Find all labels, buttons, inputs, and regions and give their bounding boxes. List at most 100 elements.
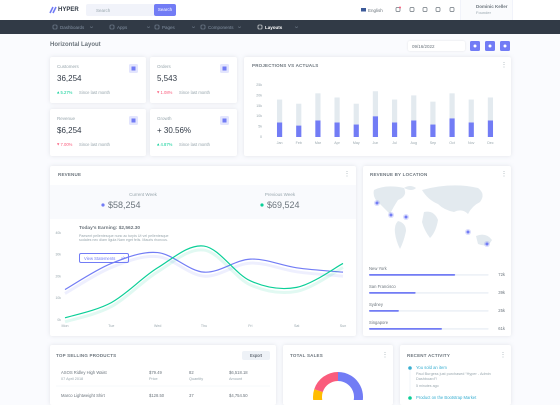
search-box <box>86 4 176 16</box>
progress-track <box>369 310 489 312</box>
bar <box>449 118 455 137</box>
bar <box>334 122 340 137</box>
bar <box>430 124 436 137</box>
product-name: Marco Lightweight Shirt <box>61 393 105 398</box>
y-tick-label: 15k <box>256 104 262 108</box>
stat-value: + 30.56% <box>157 126 192 135</box>
map-land <box>422 185 483 214</box>
activity-card <box>400 345 511 405</box>
stat-label: Customers <box>57 64 79 69</box>
x-tick-label: Nov <box>468 141 475 145</box>
stat-note: Since last month <box>179 142 210 147</box>
timeline-dot <box>408 366 412 370</box>
brand: HYPER <box>58 7 79 13</box>
earning: Today's Earning: $2,562.30 <box>79 226 141 231</box>
location-value: 39k <box>498 290 505 295</box>
nav-item[interactable]: Layouts <box>265 25 283 30</box>
bar <box>487 120 494 137</box>
bar <box>372 91 379 117</box>
search-input: Search <box>96 7 111 13</box>
nav-item[interactable]: Apps <box>117 25 128 30</box>
map-marker <box>389 213 393 217</box>
stat-change: 7.00% <box>60 142 73 147</box>
bar <box>391 122 398 137</box>
button-icon <box>473 44 477 48</box>
map-land <box>476 234 492 246</box>
progress-bar <box>369 310 399 312</box>
x-tick-label: Apr <box>334 141 340 145</box>
donut-segment <box>338 372 363 400</box>
bar <box>468 122 474 137</box>
x-tick-label: Oct <box>449 141 455 145</box>
bar <box>468 99 474 123</box>
revenue-stat-card <box>50 109 146 156</box>
y-tick-label: 5k <box>258 125 262 129</box>
bar <box>430 101 436 125</box>
view-statements[interactable]: View Statements <box>79 253 129 263</box>
location-value: 72k <box>498 272 505 277</box>
map-land <box>404 186 416 190</box>
amount-label: Amount <box>229 377 243 381</box>
product-amount: $6,518.18 <box>229 370 248 375</box>
date-text: 09/16/2022 <box>412 43 435 49</box>
nav-caret <box>191 26 196 29</box>
bar <box>487 97 494 121</box>
trend-arrow <box>57 143 60 146</box>
menu-dots: ⋮ <box>501 172 507 178</box>
quantity-label: Quantity <box>189 377 204 381</box>
location-name: Sydney <box>369 302 383 307</box>
product-amount: $4,754.50 <box>229 393 248 398</box>
button-icon <box>488 44 492 48</box>
customers-card <box>50 57 146 103</box>
nav-caret <box>89 26 94 29</box>
location-title: REVENUE BY LOCATION <box>370 172 428 177</box>
revenue-band <box>50 185 356 219</box>
trend-arrow <box>57 91 60 94</box>
x-tick-label: Sat <box>294 324 299 328</box>
stat-value: 36,254 <box>57 74 82 83</box>
nav-item[interactable]: Components <box>208 25 234 30</box>
nav-caret <box>294 26 299 29</box>
map-land <box>373 186 406 214</box>
nav-item[interactable]: Dashboards <box>60 25 85 30</box>
activity-title: RECENT ACTIVITY <box>407 353 451 358</box>
bar <box>315 93 321 121</box>
x-tick-label: Thu <box>201 324 207 328</box>
x-tick-label: Jan <box>277 141 283 145</box>
y-tick-label: 20k <box>256 93 262 97</box>
nav-bar <box>0 20 560 34</box>
total-sales-title: TOTAL SALES <box>290 353 323 358</box>
stat-value: 5,543 <box>157 74 178 83</box>
menu-dots: ⋮ <box>382 353 388 359</box>
header-icon <box>422 7 428 12</box>
stat-icon-glyph <box>222 66 227 71</box>
header-icon <box>409 7 415 12</box>
trend-arrow <box>157 143 160 146</box>
location-value: 61k <box>498 326 505 331</box>
y-tick-label: 40k <box>56 231 62 235</box>
price-label: Price <box>149 377 158 381</box>
search-button[interactable]: Search <box>154 4 176 16</box>
y-tick-label: 25k <box>256 83 262 87</box>
product-quantity: 82 <box>189 370 194 375</box>
earning-description: Paesent pellentesque nunc ac turpis Ut v… <box>79 234 169 243</box>
bar <box>296 125 302 137</box>
export-button[interactable]: Export <box>242 351 270 360</box>
y-tick-label: 20k <box>56 274 62 278</box>
y-tick-label: 10k <box>56 296 62 300</box>
current-dot <box>101 203 105 207</box>
stat-value: $6,254 <box>57 126 82 135</box>
previous-label: Previous Week <box>264 192 296 197</box>
user-name: Dominic Keller <box>476 4 508 9</box>
stat-note: Since last month <box>179 90 210 95</box>
y-tick-label: 30k <box>56 253 62 257</box>
bar <box>276 99 283 123</box>
x-tick-label: Sun <box>340 324 346 328</box>
map-marker <box>485 242 489 246</box>
button-icon <box>503 44 507 48</box>
x-tick-label: Mar <box>315 141 322 145</box>
activity-title-text: You sold an item <box>416 365 447 370</box>
user-role: Founder <box>476 10 491 15</box>
product-name: ASOS Ridley High Waist <box>61 370 107 375</box>
nav-item[interactable]: Pages <box>162 25 175 30</box>
